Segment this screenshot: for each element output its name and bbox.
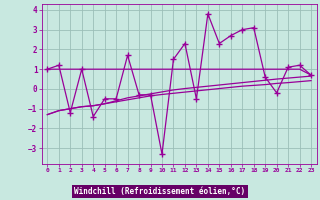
Text: Windchill (Refroidissement éolien,°C): Windchill (Refroidissement éolien,°C) (75, 187, 245, 196)
